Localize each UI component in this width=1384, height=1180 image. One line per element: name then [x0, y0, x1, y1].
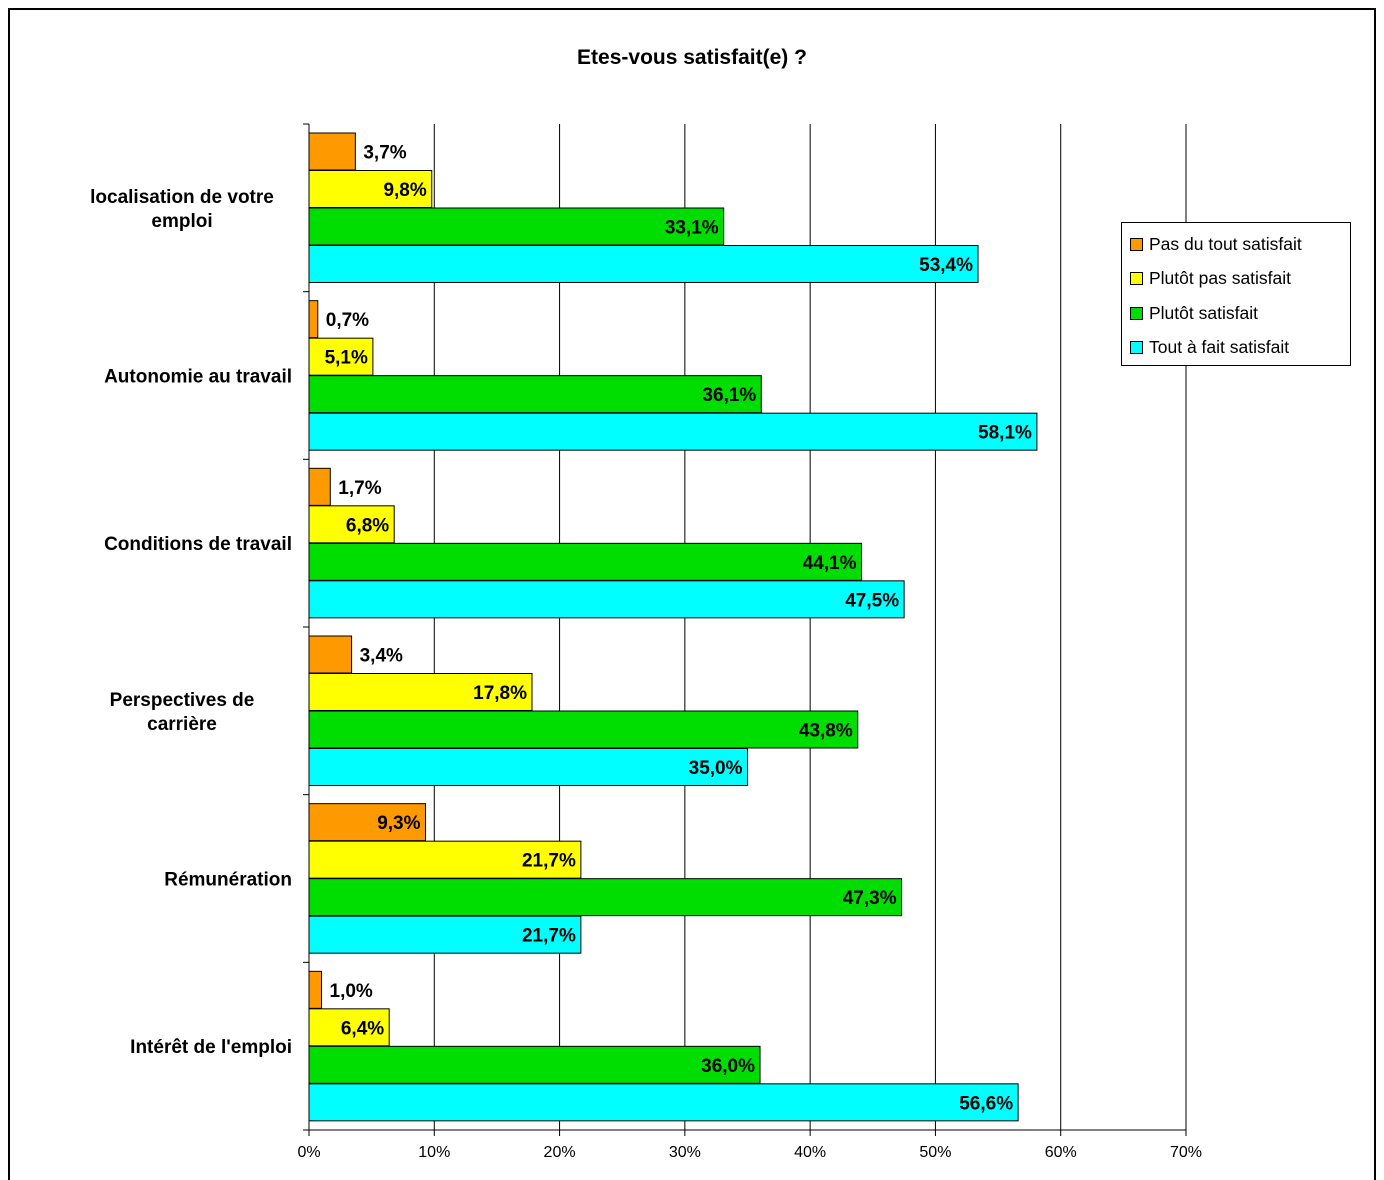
bar	[308, 1008, 390, 1047]
x-tick-label: 60%	[1045, 1144, 1077, 1161]
bars	[308, 132, 1038, 1122]
data-label: 3,7%	[363, 143, 406, 164]
legend-swatch	[1130, 237, 1143, 251]
data-label: 17,8%	[473, 683, 527, 704]
bar	[308, 1045, 761, 1084]
category-label-line: Perspectives de	[110, 690, 255, 711]
legend-label: Plutôt pas satisfait	[1149, 268, 1292, 289]
bar	[308, 840, 582, 879]
bar	[308, 542, 863, 581]
data-label: 1,0%	[330, 981, 373, 1002]
legend-label: Pas du tout satisfait	[1149, 233, 1302, 254]
legend-swatch	[1130, 341, 1143, 355]
data-label: 47,3%	[843, 888, 897, 909]
bar	[308, 375, 762, 414]
legend: Pas du tout satisfait Plutôt pas satisfai…	[1121, 222, 1351, 366]
bar	[308, 1083, 1019, 1122]
data-label: 53,4%	[919, 255, 973, 276]
data-label: 0,7%	[326, 310, 369, 331]
data-label: 9,8%	[383, 180, 426, 201]
data-label: 3,4%	[360, 646, 403, 667]
data-label: 35,0%	[689, 758, 743, 779]
category-label-line: localisation de votre	[90, 187, 274, 208]
legend-label: Plutôt satisfait	[1149, 302, 1258, 323]
data-label: 6,8%	[346, 515, 389, 536]
bar	[308, 748, 748, 786]
data-label: 36,0%	[701, 1056, 755, 1077]
category-label: Intérêt de l'emploi	[130, 1037, 292, 1058]
x-tick-label: 70%	[1170, 1144, 1202, 1161]
bar	[308, 580, 905, 619]
legend-item: Pas du tout satisfait	[1130, 227, 1350, 262]
data-label: 5,1%	[325, 348, 368, 369]
labels: 0% 10% 20% 30% 40% 50% 60% 70% 3,7% 9,8% 33,1% 53,4…	[90, 143, 1202, 1162]
category-label: Rémunération	[164, 870, 292, 891]
legend-item: Plutôt pas satisfait	[1130, 262, 1350, 297]
category-label: Perspectives de carrière	[110, 690, 255, 735]
data-label: 9,3%	[377, 813, 420, 834]
axes	[303, 123, 1187, 1136]
x-tick-label: 20%	[544, 1144, 576, 1161]
legend-swatch	[1130, 272, 1143, 286]
bar	[308, 300, 319, 339]
bar	[308, 412, 1038, 451]
x-tick-label: 10%	[418, 1144, 450, 1161]
data-label: 43,8%	[799, 721, 853, 742]
data-label: 58,1%	[978, 423, 1032, 444]
bar	[308, 710, 859, 749]
bar	[308, 635, 353, 674]
bar	[308, 970, 323, 1009]
bar	[308, 803, 427, 842]
bar	[308, 467, 331, 506]
legend-item: Tout à fait satisfait	[1130, 331, 1350, 366]
category-label: localisation de votre emploi	[90, 187, 274, 232]
data-label: 36,1%	[702, 385, 756, 406]
category-label-line: emploi	[151, 211, 212, 232]
x-tick-label: 30%	[669, 1144, 701, 1161]
bar	[308, 878, 903, 917]
x-tick-label: 40%	[794, 1144, 826, 1161]
data-label: 47,5%	[845, 590, 899, 611]
bar	[308, 915, 582, 954]
data-label: 6,4%	[341, 1018, 384, 1039]
x-tick-label: 0%	[297, 1144, 320, 1161]
legend-label: Tout à fait satisfait	[1149, 337, 1290, 358]
data-label: 44,1%	[803, 553, 857, 574]
category-label: Conditions de travail	[104, 534, 292, 555]
category-label: Autonomie au travail	[104, 367, 292, 388]
legend-item: Plutôt satisfait	[1130, 296, 1350, 331]
data-label: 21,7%	[522, 926, 576, 947]
bar	[308, 207, 725, 246]
data-label: 21,7%	[522, 851, 576, 872]
x-tick-label: 50%	[919, 1144, 951, 1161]
category-label-line: carrière	[147, 714, 217, 735]
legend-swatch	[1130, 306, 1143, 320]
chart-title: Etes-vous satisfait(e) ?	[577, 46, 807, 69]
data-label: 1,7%	[338, 478, 381, 499]
bar	[308, 245, 979, 283]
bar	[308, 132, 356, 171]
bar	[308, 170, 433, 208]
data-label: 56,6%	[959, 1093, 1013, 1114]
data-label: 33,1%	[665, 218, 719, 239]
